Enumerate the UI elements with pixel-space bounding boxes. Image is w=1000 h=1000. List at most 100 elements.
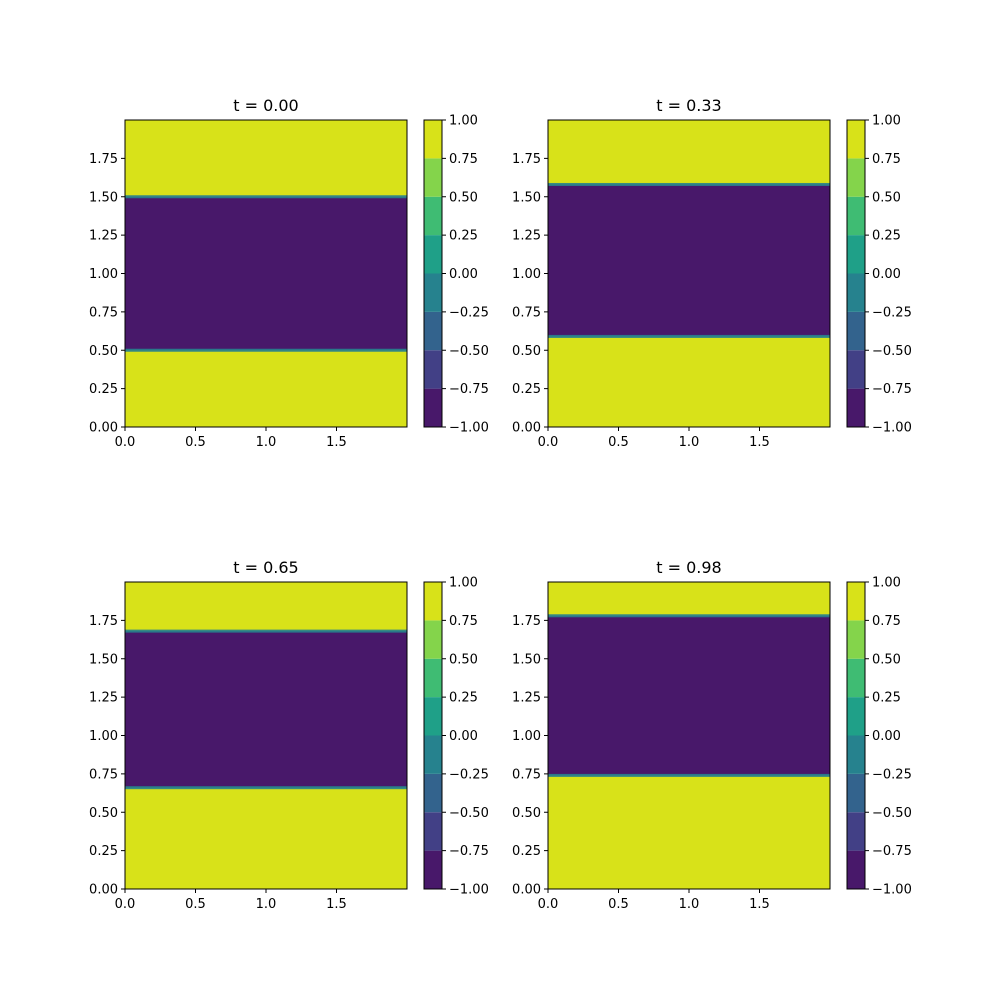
x-tick-label: 0.5 [185,897,206,912]
subplot-1: t = 0.33 0.0 0.5 1.0 1.5 0.00 0.25 0.50 0.75 1.00… [512,96,912,450]
colorbar-tick-label: 0.75 [872,614,901,629]
y-tick-label: 0.25 [512,844,541,859]
colorbar-tick-label: 0.75 [872,152,901,167]
colorbar-tick-label: −0.75 [872,844,912,859]
colorbar-level-3 [847,735,865,774]
y-tick-label: 0.25 [89,844,118,859]
colorbar-level-6 [847,620,865,659]
y-tick-label: 0.50 [89,344,118,359]
subplot-title: t = 0.33 [656,96,721,115]
colorbar-level-2 [424,311,442,351]
y-tick-label: 1.25 [89,229,118,244]
colorbar-level-5 [424,196,442,236]
subplot-title: t = 0.65 [233,558,298,577]
y-tick-label: 0.50 [512,344,541,359]
colorbar-level-6 [847,158,865,197]
interface-lower [548,334,830,338]
colorbar-tick-label: 0.00 [449,729,478,744]
y-tick-label: 1.25 [89,691,118,706]
interface-upper [548,182,830,186]
colorbar-level-5 [424,658,442,698]
colorbar-level-7 [847,120,865,159]
x-tick-label: 1.0 [679,435,700,450]
x-tick-label: 0.0 [115,897,136,912]
colorbar-tick-label: 0.00 [872,729,901,744]
x-tick-label: 0.0 [538,897,559,912]
x-tick-label: 0.5 [608,435,629,450]
y-tick-label: 1.75 [512,614,541,629]
subplot-title: t = 0.98 [656,558,721,577]
colorbar-tick-label: 0.50 [449,652,478,667]
colorbar-tick-label: −0.25 [449,305,489,320]
colorbar-tick-label: 0.25 [449,691,478,706]
colorbar-level-3 [424,735,442,774]
colorbar-tick-label: 0.25 [449,229,478,244]
colorbar-level-5 [847,196,865,236]
x-tick-label: 1.5 [326,897,347,912]
x-tick-label: 0.0 [115,435,136,450]
colorbar-level-3 [424,273,442,312]
colorbar-level-2 [847,311,865,351]
colorbar-level-2 [424,773,442,813]
y-tick-label: 1.50 [89,652,118,667]
colorbar-tick-label: 0.50 [449,190,478,205]
colorbar-level-2 [847,773,865,813]
colorbar-tick-label: 0.25 [872,691,901,706]
y-tick-label: 0.25 [512,382,541,397]
subplot-0: t = 0.00 0.0 0.5 1.0 1.5 0.00 0.25 0.50 0.75 1.00… [89,96,489,450]
y-tick-label: 1.25 [512,229,541,244]
colorbar-level-1 [424,350,442,389]
colorbar-level-1 [847,350,865,389]
colorbar-tick-label: −0.25 [872,767,912,782]
y-tick-label: 0.00 [89,883,118,898]
colorbar-level-6 [424,620,442,659]
colorbar-tick-label: 0.50 [872,652,901,667]
colorbar-level-3 [847,273,865,312]
colorbar-level-0 [424,388,442,427]
colorbar-tick-label: −0.50 [449,344,489,359]
colorbar-level-1 [424,812,442,851]
colorbar-level-4 [424,697,442,736]
y-tick-label: 0.50 [512,806,541,821]
y-tick-label: 1.00 [512,267,541,282]
y-tick-label: 1.00 [89,267,118,282]
colorbar-tick-label: −0.75 [449,382,489,397]
colorbar-tick-label: −0.75 [872,382,912,397]
x-tick-label: 1.0 [679,897,700,912]
colorbar-tick-label: 0.25 [872,229,901,244]
x-tick-label: 1.5 [749,435,770,450]
y-tick-label: 1.00 [89,729,118,744]
y-tick-label: 0.75 [512,305,541,320]
colorbar-tick-label: 1.00 [449,576,478,591]
y-tick-label: 1.50 [512,652,541,667]
colorbar-tick-label: −1.00 [872,883,912,898]
colorbar-level-7 [424,582,442,621]
colorbar-tick-label: 1.00 [872,576,901,591]
colorbar-level-1 [847,812,865,851]
y-tick-label: 1.50 [512,190,541,205]
y-tick-label: 0.50 [89,806,118,821]
x-tick-label: 1.5 [749,897,770,912]
subplot-2: t = 0.65 0.0 0.5 1.0 1.5 0.00 0.25 0.50 0.75 1.00… [89,558,489,912]
colorbar-tick-label: −0.75 [449,844,489,859]
field-inside-band [125,196,407,351]
colorbar-tick-label: −1.00 [449,421,489,436]
colorbar-tick-label: 1.00 [449,114,478,129]
y-tick-label: 1.25 [512,691,541,706]
colorbar-tick-label: 0.00 [872,267,901,282]
y-tick-label: 1.75 [512,152,541,167]
colorbar-tick-label: −0.25 [872,305,912,320]
colorbar-tick-label: −0.50 [872,344,912,359]
colorbar-tick-label: −0.25 [449,767,489,782]
colorbar-level-7 [847,582,865,621]
x-tick-label: 1.0 [256,435,277,450]
colorbar-tick-label: −0.50 [449,806,489,821]
colorbar-level-0 [424,850,442,889]
colorbar-level-4 [847,235,865,274]
interface-upper [125,629,407,633]
colorbar-tick-label: 0.00 [449,267,478,282]
x-tick-label: 0.0 [538,435,559,450]
x-tick-label: 0.5 [608,897,629,912]
y-tick-label: 1.50 [89,190,118,205]
colorbar-tick-label: 0.75 [449,614,478,629]
